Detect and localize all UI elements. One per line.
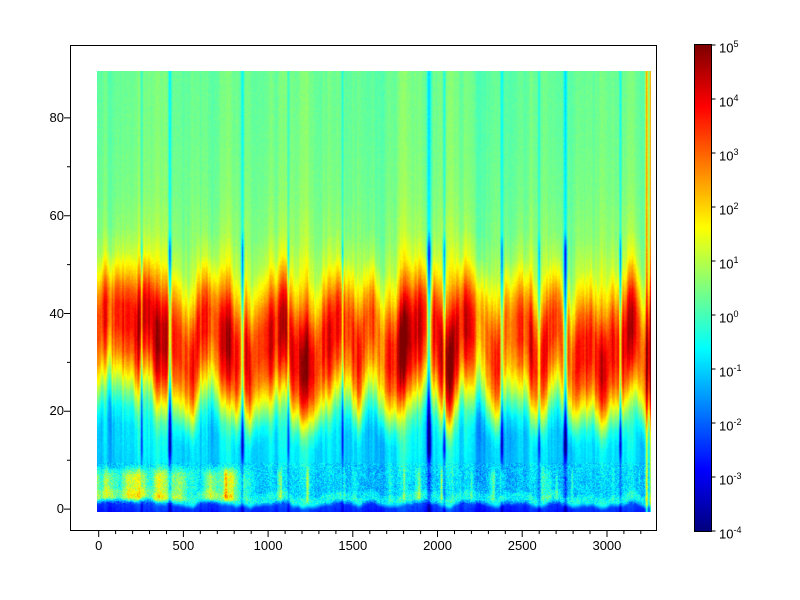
colorbar-tick-label: 104 <box>719 93 739 110</box>
colorbar-tick-label: 101 <box>719 255 739 272</box>
y-tick-label: 80 <box>49 109 64 125</box>
colorbar-tick-label: 105 <box>719 39 739 56</box>
colorbar-gradient <box>695 45 711 531</box>
colorbar-tick-label: 10-3 <box>719 471 742 488</box>
y-tick-label: 20 <box>49 403 64 419</box>
x-tick-label: 500 <box>172 538 195 553</box>
colorbar-tick-label: 103 <box>719 147 739 164</box>
y-tick-label: 60 <box>49 207 64 223</box>
x-tick-label: 0 <box>95 538 103 553</box>
heatmap-canvas <box>97 71 651 512</box>
colorbar-tick-label: 10-4 <box>719 525 742 542</box>
x-tick-label: 2500 <box>507 538 537 553</box>
colorbar-tick-label: 100 <box>719 309 739 326</box>
colorbar-tick-label: 102 <box>719 201 739 218</box>
colorbar-tick-label: 10-2 <box>719 417 742 434</box>
x-tick-label: 1000 <box>253 538 283 553</box>
x-tick-label: 1500 <box>338 538 368 553</box>
x-tick-label: 3000 <box>592 538 622 553</box>
axes-box-and-ticks <box>64 44 716 537</box>
colorbar-tick-label: 10-1 <box>719 363 742 380</box>
x-tick-label: 2000 <box>423 538 452 553</box>
y-tick-label: 0 <box>56 501 64 517</box>
y-tick-label: 40 <box>49 305 64 321</box>
